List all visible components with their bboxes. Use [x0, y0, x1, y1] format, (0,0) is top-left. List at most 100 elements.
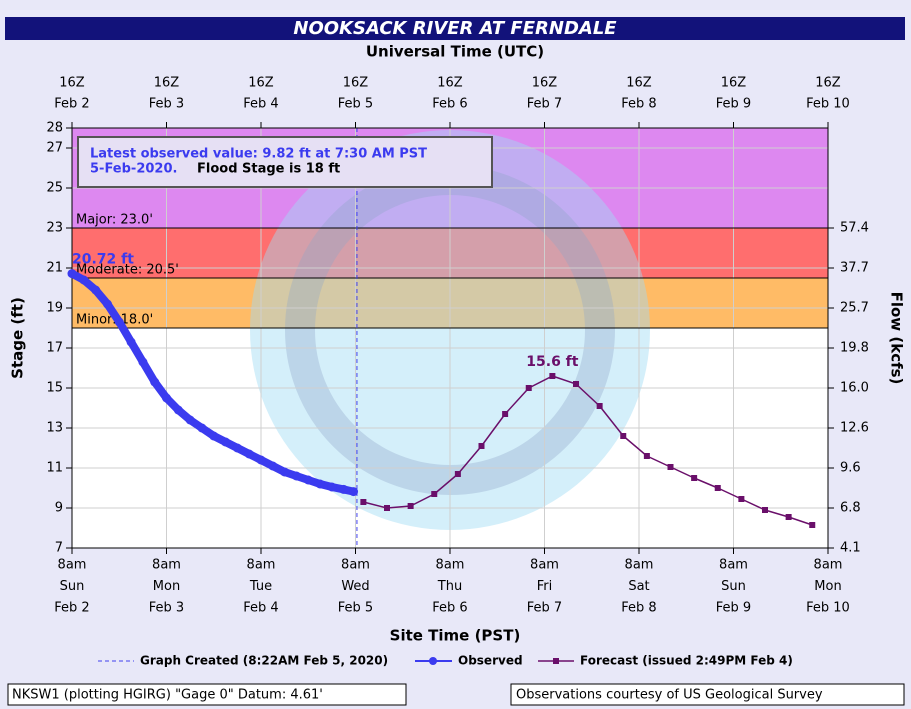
x-tick-label: Sat — [628, 579, 649, 594]
observed-point — [185, 415, 195, 425]
y-tick-label: 28 — [46, 121, 63, 136]
observed-point — [268, 461, 278, 471]
forecast-point — [360, 499, 367, 505]
y-tick-label: 7 — [55, 541, 63, 556]
y2-axis-label: Flow (kcfs) — [888, 292, 906, 385]
flood-label: Major: 23.0' — [76, 213, 153, 228]
observed-point — [67, 269, 77, 279]
observed-point — [138, 357, 148, 367]
footer-left: NKSW1 (plotting HGIRG) "Gage 0" Datum: 4… — [12, 688, 323, 703]
x-tick-label: 8am — [436, 558, 465, 573]
x-tick-label: Feb 2 — [54, 601, 89, 616]
x-tick-label: 8am — [530, 558, 559, 573]
forecast-point — [478, 443, 485, 449]
x-tick-label: 8am — [58, 558, 87, 573]
series-annotation: 15.6 ft — [526, 354, 579, 370]
x2-tick-label: Feb 10 — [806, 97, 850, 112]
info-line: Latest observed value: 9.82 ft at 7:30 A… — [90, 147, 427, 162]
chart-title: NOOKSACK RIVER AT FERNDALE — [293, 18, 617, 39]
observed-point — [91, 285, 101, 295]
observed-point — [315, 479, 325, 489]
x-axis-label: Site Time (PST) — [390, 627, 521, 645]
y2-tick-label: 19.8 — [840, 341, 869, 356]
y2-tick-label: 4.1 — [840, 541, 861, 556]
forecast-point — [738, 496, 745, 502]
forecast-point — [573, 381, 579, 387]
x-tick-label: Feb 10 — [806, 601, 850, 616]
observed-point — [102, 299, 112, 309]
y-tick-label: 13 — [46, 421, 63, 436]
info-box — [77, 136, 493, 188]
x-tick-label: Tue — [249, 579, 272, 594]
observed-point — [173, 405, 183, 415]
info-flood: Flood Stage is 18 ft — [197, 162, 340, 177]
y-tick-label: 15 — [46, 381, 63, 396]
x2-tick-label: 16Z — [437, 76, 463, 91]
observed-point — [221, 437, 231, 447]
forecast-point — [809, 522, 816, 528]
legend-forecast: Forecast (issued 2:49PM Feb 4) — [580, 654, 793, 668]
x-tick-label: Sun — [60, 579, 85, 594]
observed-point — [209, 431, 219, 441]
y2-tick-label: 12.6 — [840, 421, 869, 436]
x2-tick-label: Feb 5 — [338, 97, 373, 112]
x-tick-label: Thu — [437, 579, 462, 594]
x2-tick-label: Feb 9 — [716, 97, 751, 112]
x-tick-label: Feb 8 — [621, 601, 656, 616]
observed-point — [244, 449, 254, 459]
y-tick-label: 11 — [46, 461, 63, 476]
x-tick-label: Feb 7 — [527, 601, 562, 616]
series-annotation: 20.72 ft — [72, 252, 134, 268]
forecast-point — [502, 411, 509, 417]
x-tick-label: 8am — [814, 558, 843, 573]
forecast-point — [549, 373, 556, 379]
y-tick-label: 19 — [46, 301, 63, 316]
x-tick-label: Mon — [153, 579, 180, 594]
y2-tick-label: 6.8 — [840, 501, 861, 516]
legend-observed: Observed — [458, 654, 523, 668]
forecast-point — [643, 453, 650, 459]
observed-point — [114, 317, 124, 327]
y-tick-label: 23 — [46, 221, 63, 236]
legend-observed-marker — [429, 657, 437, 665]
x-tick-label: 8am — [719, 558, 748, 573]
legend-created: Graph Created (8:22AM Feb 5, 2020) — [140, 654, 388, 668]
x-tick-label: Feb 6 — [432, 601, 467, 616]
x2-tick-label: 16Z — [154, 76, 180, 91]
y2-tick-label: 16.0 — [840, 381, 869, 396]
x2-tick-label: 16Z — [815, 76, 841, 91]
forecast-point — [431, 491, 438, 497]
observed-point — [126, 337, 136, 347]
x-tick-label: Fri — [537, 579, 553, 594]
y-tick-label: 27 — [46, 141, 63, 156]
x2-tick-label: Feb 3 — [149, 97, 184, 112]
info-line: 5-Feb-2020. — [90, 162, 177, 177]
footer-right: Observations courtesy of US Geological S… — [516, 688, 823, 703]
y2-tick-label: 25.7 — [840, 301, 869, 316]
y-tick-label: 21 — [46, 261, 63, 276]
forecast-point — [525, 385, 532, 391]
title-bar — [5, 17, 905, 40]
x-tick-label: Mon — [814, 579, 841, 594]
observed-point — [327, 482, 337, 492]
observed-point — [280, 467, 290, 477]
forecast-point — [691, 475, 698, 481]
y-tick-label: 17 — [46, 341, 63, 356]
observed-point — [339, 484, 349, 494]
series-line — [362, 375, 814, 526]
x-tick-label: Wed — [341, 579, 369, 594]
forecast-point — [714, 485, 721, 491]
observed-point — [150, 377, 160, 387]
x2-tick-label: 16Z — [721, 76, 747, 91]
y2-tick-label: 37.7 — [840, 261, 869, 276]
y-tick-label: 9 — [55, 501, 63, 516]
legend-forecast-marker — [553, 658, 559, 664]
forecast-point — [454, 471, 461, 477]
x-tick-label: Sun — [721, 579, 746, 594]
x2-tick-label: Feb 4 — [243, 97, 278, 112]
x-tick-label: 8am — [341, 558, 370, 573]
x-tick-label: Feb 3 — [149, 601, 184, 616]
top-axis-label: Universal Time (UTC) — [366, 43, 544, 61]
x-tick-label: 8am — [152, 558, 181, 573]
